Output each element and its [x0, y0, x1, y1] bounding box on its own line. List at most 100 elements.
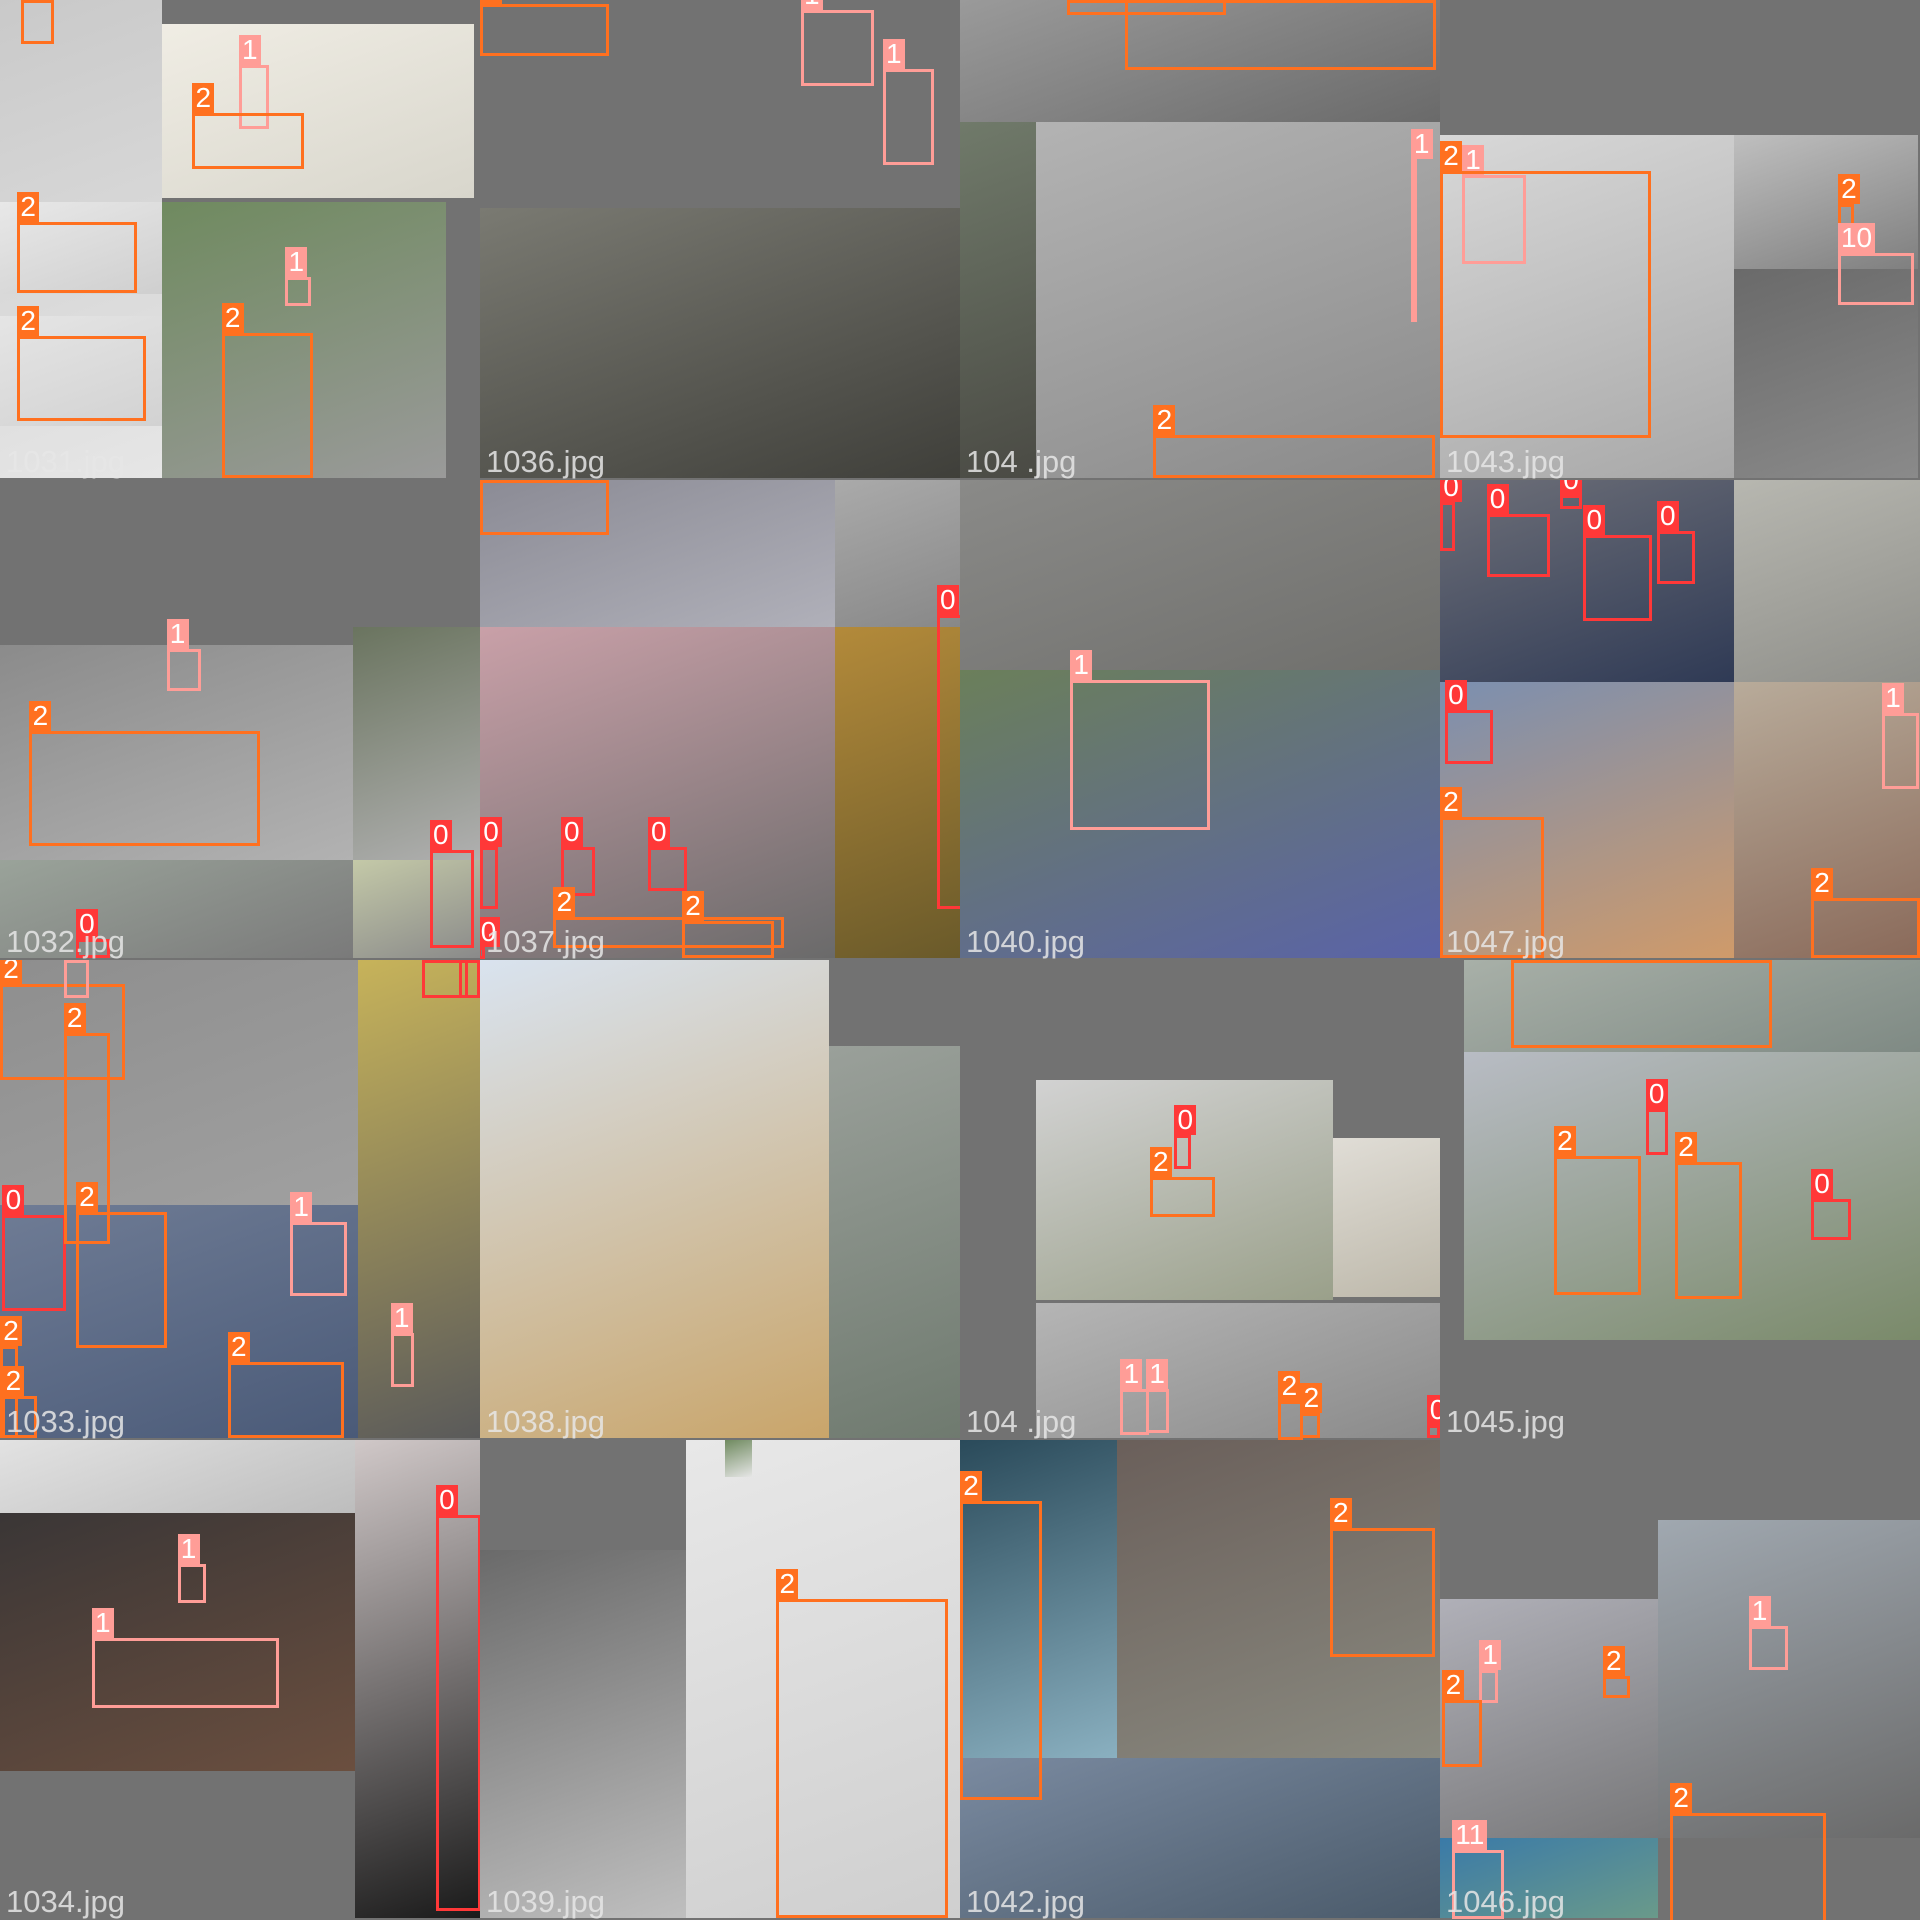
tile-filename: 1034.jpg [6, 1884, 125, 1919]
bbox-class-1: 1 [91, 1608, 280, 1709]
bbox-class-2: 2 [480, 480, 609, 536]
mosaic-tile: 0000002121047.jpg [1440, 480, 1920, 960]
bbox-class-0: 0 [435, 1484, 480, 1912]
bbox-label: 1 [1462, 145, 1485, 176]
bbox-label: 2 [1149, 1146, 1172, 1177]
photo-crop [1733, 134, 1918, 270]
photo-crop [1116, 1440, 1440, 1759]
bbox-class-1: 1 [238, 34, 270, 129]
bbox-class-2: 2 [1300, 1383, 1323, 1438]
bbox-class-1: 1 [1146, 1358, 1170, 1433]
mosaic-tile: 1 2 10 2 1043.jpg [1440, 0, 1920, 480]
bbox-class-2: 2 [1670, 1783, 1826, 1920]
bbox-label: 1 [1146, 1358, 1169, 1389]
bbox-class-1: 1 [290, 1192, 347, 1296]
bbox-label: 2 [1278, 1370, 1301, 1401]
bbox-label: 0 [1811, 1168, 1834, 1199]
photo-crop [1733, 480, 1920, 683]
bbox-label: 1 [882, 38, 905, 69]
bbox-class-0: 0 [422, 960, 468, 998]
bbox-class-1: 1 [166, 618, 201, 691]
bbox-class-2: 2 [1278, 1370, 1303, 1440]
photo-crop [960, 0, 1440, 123]
bbox-class-1: 1 [1882, 682, 1919, 789]
bbox-label: 1 [1410, 129, 1433, 160]
bbox-label: 2 [29, 701, 52, 732]
bbox-class-0: 0 [1811, 1168, 1852, 1241]
bbox-class-2: 2 [480, 0, 609, 57]
mosaic-tile: 1 1040.jpg [960, 480, 1440, 960]
bbox-label: 2 [776, 1569, 799, 1600]
bbox-class-0: 0 [75, 909, 111, 958]
bbox-class-2: 2 [1602, 1646, 1630, 1699]
bbox-class-0: 0 [1583, 505, 1652, 621]
bbox-class-2: 2 [1511, 960, 1772, 1049]
bbox-label: 2 [1442, 1669, 1465, 1700]
bbox-class-0: 0 [1174, 1105, 1197, 1170]
tile-filename: 1033.jpg [6, 1404, 125, 1439]
bbox-label: 1 [290, 1192, 313, 1223]
bbox-class-2: 2 [1675, 1132, 1743, 1300]
bbox-class-2: 2 [63, 1003, 111, 1245]
photo-crop [480, 960, 829, 1438]
bbox-label: 10 [1837, 223, 1876, 254]
photo-crop [480, 208, 960, 478]
bbox-label: 1 [91, 1608, 114, 1639]
mosaic-tile: 2102001222121033.jpg [0, 960, 480, 1440]
bbox-label: 0 [560, 817, 583, 848]
bbox-label: 2 [17, 191, 40, 222]
bbox-label: 1 [1070, 649, 1093, 680]
bbox-class-0: 0 [1645, 1079, 1668, 1155]
bbox-label: 2 [1153, 404, 1176, 435]
tile-filename: 1036.jpg [486, 444, 605, 479]
bbox-class-1: 1 [1748, 1596, 1788, 1671]
bbox-label: 2 [480, 0, 502, 4]
photo-crop [480, 1550, 686, 1918]
bbox-class-2: 2 [776, 1569, 948, 1918]
bbox-label: 0 [1426, 1395, 1440, 1426]
tile-filename: 1047.jpg [1446, 924, 1565, 959]
tile-filename: 1043.jpg [1446, 444, 1565, 479]
bbox-class-2: 2 [20, 0, 54, 45]
bbox-label: 2 [1670, 1783, 1693, 1814]
bbox-class-0: 0 [459, 960, 480, 998]
bbox-class-2: 2 [75, 1182, 167, 1349]
bbox-label: 0 [1583, 505, 1606, 536]
tile-filename: 1040.jpg [966, 924, 1085, 959]
bbox-class-1: 1 [882, 38, 935, 166]
bbox-class-1: 1 [1462, 145, 1526, 265]
photo-crop [724, 1440, 752, 1477]
bbox-class-1: 10 [1837, 223, 1914, 305]
photo-crop [0, 1204, 358, 1438]
bbox-label: 0 [429, 819, 452, 850]
mosaic-tile: 2122104 .jpg [960, 0, 1440, 480]
photo-crop [480, 626, 836, 958]
bbox-class-2: 2 [1442, 1669, 1482, 1767]
bbox-label: 0 [75, 909, 98, 940]
bbox-label: 2 [1837, 174, 1860, 205]
bbox-label: 2 [221, 303, 244, 334]
tile-filename: 1037.jpg [486, 924, 605, 959]
bbox-class-2: 2 [2, 1365, 37, 1438]
bbox-label: 0 [480, 916, 500, 947]
bbox-class-1: 11 [1452, 1820, 1504, 1919]
bbox-label: 0 [480, 817, 502, 848]
photo-crop [685, 1440, 960, 1918]
bbox-class-0: 0 [936, 584, 960, 909]
mosaic-tile: 0 2 1 1 2 2 0 104 .jpg [960, 960, 1440, 1440]
photo-crop [1035, 1302, 1440, 1438]
bbox-class-1: 1 [1070, 649, 1210, 831]
photo-crop [1657, 1519, 1920, 1838]
bbox-class-0: 0 [480, 817, 502, 909]
bbox-class-0: 0 [1440, 480, 1462, 551]
bbox-class-0: 0 [1444, 680, 1493, 765]
bbox-label: 2 [1329, 1498, 1352, 1529]
bbox-label: 2 [1300, 1383, 1323, 1414]
bbox-label: 2 [2, 1365, 25, 1396]
bbox-class-2: 2 [1149, 1146, 1215, 1218]
mosaic-tile: 202201045.jpg [1440, 960, 1920, 1440]
bbox-label: 2 [1602, 1646, 1625, 1677]
bbox-class-2: 2 [1837, 174, 1860, 237]
bbox-class-0: 0 [2, 1184, 67, 1312]
photo-crop [1035, 122, 1440, 478]
